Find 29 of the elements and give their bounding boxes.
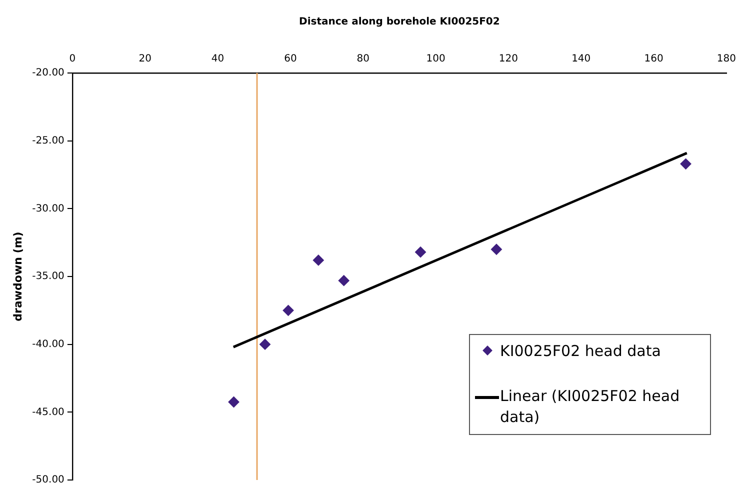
x-tick-label: 20 — [138, 54, 152, 65]
y-tick-label: -35.00 — [32, 271, 64, 282]
x-tick-label: 0 — [69, 54, 76, 65]
legend-label: Linear (KI0025F02 head data) — [500, 386, 681, 428]
point — [312, 254, 324, 266]
point — [338, 275, 350, 286]
point — [228, 396, 240, 408]
legend-label: KI0025F02 head data — [500, 341, 661, 362]
y-tick-label: -20.00 — [32, 68, 64, 79]
x-tick-label: 140 — [572, 54, 591, 65]
x-tick-label: 60 — [284, 54, 297, 65]
x-tick-label: 180 — [716, 54, 736, 65]
x-tick-label: 160 — [644, 54, 664, 65]
x-tick-label: 80 — [356, 54, 370, 65]
x-tick-label: 40 — [211, 54, 224, 65]
point — [282, 304, 294, 316]
y-tick-label: -50.00 — [32, 474, 64, 486]
y-axis-title: drawdown (m) — [11, 232, 24, 322]
x-tick-label: 100 — [426, 54, 446, 65]
point — [415, 246, 426, 258]
y-tick-label: -30.00 — [32, 203, 64, 214]
point — [490, 244, 502, 255]
point — [680, 158, 692, 170]
x-axis-title: Distance along borehole KI0025F02 — [299, 16, 500, 28]
point — [260, 338, 271, 350]
y-tick-label: -40.00 — [32, 338, 64, 350]
y-tick-label: -25.00 — [32, 135, 64, 146]
y-tick-label: -45.00 — [32, 406, 64, 418]
x-tick-label: 120 — [498, 54, 518, 65]
